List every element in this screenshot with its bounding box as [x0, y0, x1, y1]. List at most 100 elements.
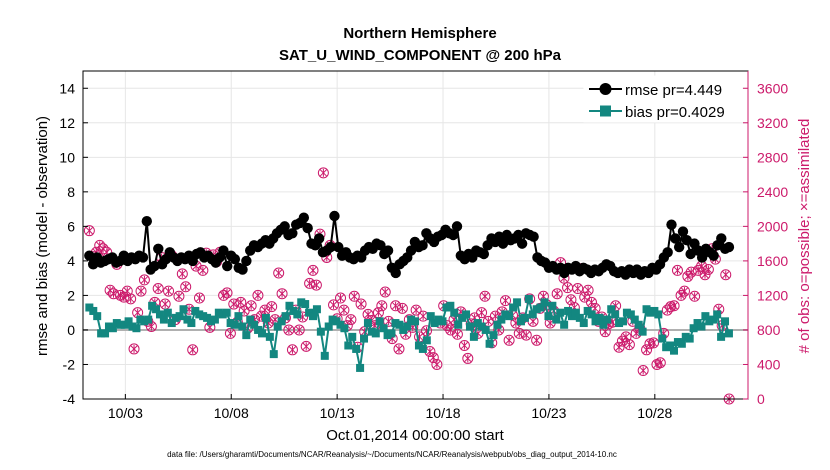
y-tick-label: -4 [63, 391, 76, 407]
obs-possible-circle [300, 340, 312, 352]
obs-count-point [582, 284, 594, 296]
bias-point [689, 324, 698, 333]
obs-count-point [393, 343, 405, 355]
x-axis-ticks: 10/03 10/08 10/13 10/18 10/23 10/28 [108, 394, 673, 421]
obs-possible-circle [393, 343, 405, 355]
obs-possible-circle [458, 339, 470, 351]
bias-point [152, 305, 161, 314]
obs-possible-circle [328, 299, 340, 311]
obs-count-point [197, 264, 209, 276]
bias-point [124, 317, 133, 326]
rmse-point [696, 252, 708, 263]
obs-count-point [187, 344, 199, 356]
y2-tick-label: 1600 [757, 253, 788, 269]
x-tick-label: 10/13 [320, 405, 355, 421]
bias-point [564, 306, 573, 315]
obs-count-point [300, 340, 312, 352]
bias-point [210, 315, 219, 324]
obs-possible-circle [163, 285, 175, 297]
chart-subtitle: SAT_U_WIND_COMPONENT @ 200 hPa [279, 47, 562, 64]
bias-point [242, 331, 251, 340]
obs-count-point [224, 327, 236, 339]
rmse-point [677, 226, 689, 237]
bias-point [324, 322, 333, 331]
obs-possible-circle [197, 264, 209, 276]
obs-count-point [310, 279, 322, 291]
obs-possible-circle [218, 289, 230, 301]
obs-possible-circle [396, 302, 408, 314]
obs-possible-circle [273, 267, 285, 279]
rmse-point [153, 243, 164, 255]
rmse-point [447, 229, 459, 241]
bias-point [626, 310, 635, 319]
rmse-point [287, 228, 298, 239]
obs-count-point [221, 287, 233, 299]
bias-point [375, 317, 384, 326]
bias-point [548, 301, 557, 310]
y-axis-ticks: -4 -2 0 2 4 6 8 10 12 14 [59, 80, 88, 407]
obs-count-point [235, 296, 247, 308]
obs-count-point [176, 268, 188, 280]
obs-possible-circle [689, 290, 701, 302]
bias-point [670, 346, 679, 355]
obs-possible-circle [128, 343, 140, 355]
obs-count-point [293, 324, 305, 336]
rmse-point [708, 250, 719, 261]
obs-possible-circle [479, 290, 491, 302]
obs-possible-circle [293, 324, 305, 336]
y-tick-label: 4 [67, 253, 75, 269]
obs-possible-circle [648, 337, 660, 349]
obs-count-point [531, 334, 543, 346]
obs-possible-circle [252, 289, 264, 301]
bias-point [450, 308, 459, 317]
obs-count-point [383, 315, 395, 327]
obs-possible-circle [348, 290, 360, 302]
obs-possible-circle [286, 344, 298, 356]
bias-point [277, 317, 286, 326]
legend-rmse-marker [599, 83, 612, 95]
bias-point [579, 319, 588, 328]
rmse-point [333, 241, 344, 253]
rmse-point [298, 212, 310, 223]
bias-point [587, 310, 596, 319]
rmse-point [302, 222, 313, 234]
bias-point [316, 327, 325, 336]
obs-count-point [654, 357, 666, 369]
obs-possible-circle [138, 274, 150, 286]
y-axis-label: rmse and bias (model - observation) [34, 116, 51, 356]
bias-point [356, 363, 365, 372]
bias-point [265, 332, 274, 341]
obs-count-point [417, 310, 429, 322]
data-file-footnote: data file: /Users/gharamti/Documents/NCA… [167, 450, 617, 459]
obs-possible-circle [613, 341, 625, 353]
obs-possible-circle [173, 290, 185, 302]
obs-possible-circle [187, 344, 199, 356]
obs-count-point [317, 167, 329, 179]
x-tick-label: 10/23 [531, 405, 566, 421]
obs-possible-circle [335, 292, 347, 304]
bias-point [301, 300, 310, 309]
obs-count-point [276, 288, 288, 300]
obs-possible-circle [379, 286, 391, 298]
bias-point [411, 317, 420, 326]
obs-count-point [458, 339, 470, 351]
bias-point [261, 313, 270, 322]
obs-count-point [623, 339, 635, 351]
obs-count-point [613, 341, 625, 353]
obs-count-point [266, 301, 278, 313]
obs-possible-circle [238, 305, 250, 317]
obs-count-point [307, 264, 319, 276]
rmse-point [141, 215, 153, 227]
obs-count-point [648, 337, 660, 349]
obs-count-point [286, 344, 298, 356]
legend-bias-marker [600, 105, 611, 117]
bias-point [426, 312, 435, 321]
obs-count-point [551, 288, 563, 300]
y2-tick-label: 2000 [757, 218, 788, 234]
bias-point [697, 322, 706, 331]
obs-count-point [572, 283, 584, 295]
bias-point [273, 322, 282, 331]
obs-count-point [689, 290, 701, 302]
y2-tick-label: 400 [757, 356, 781, 372]
